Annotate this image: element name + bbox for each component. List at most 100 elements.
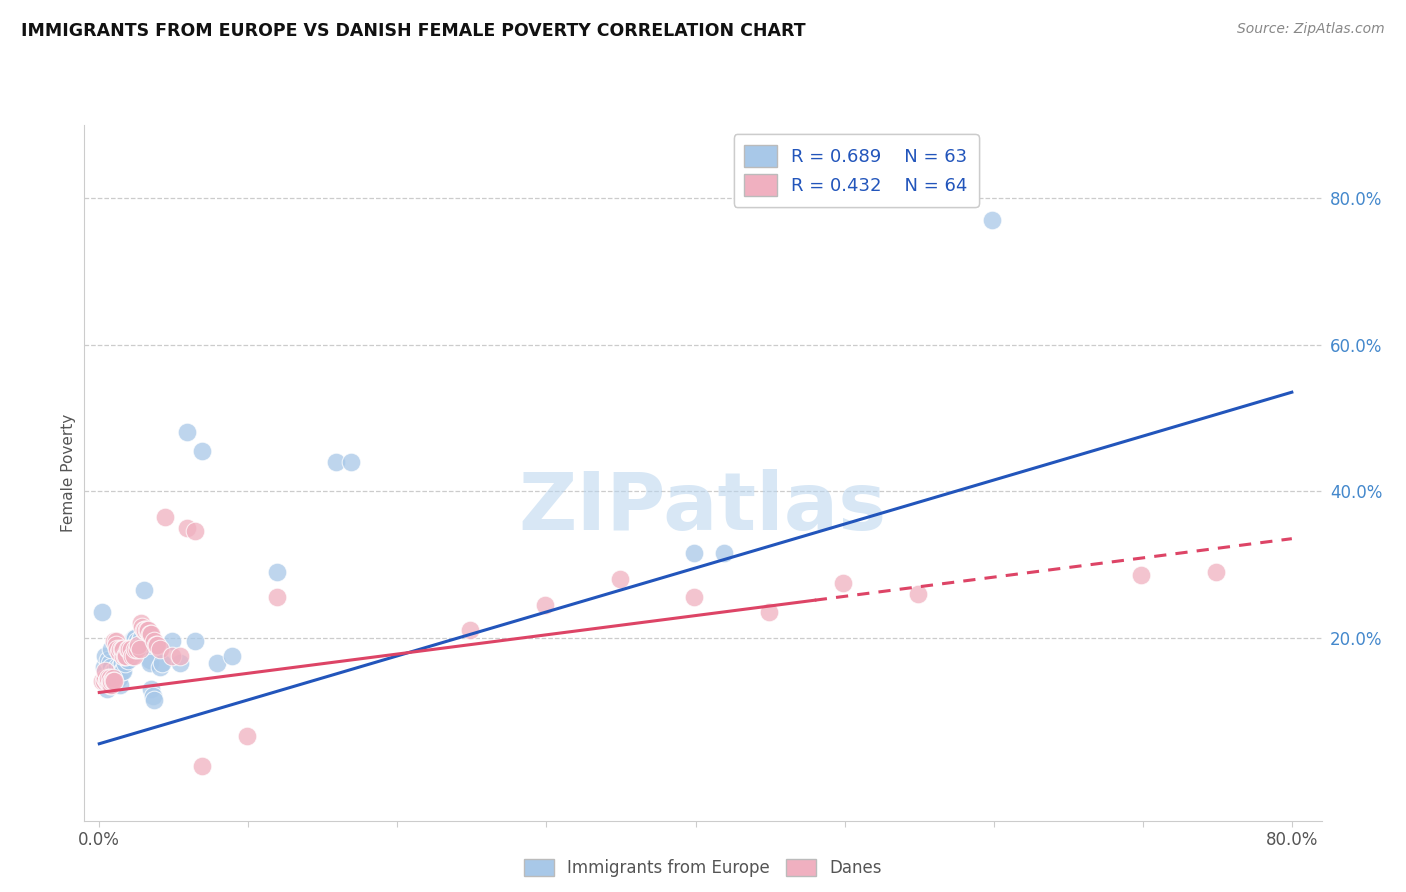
Point	[91, 674, 114, 689]
Point	[96, 674, 118, 689]
Point	[266, 591, 288, 605]
Point	[97, 671, 120, 685]
Text: IMMIGRANTS FROM EUROPE VS DANISH FEMALE POVERTY CORRELATION CHART: IMMIGRANTS FROM EUROPE VS DANISH FEMALE …	[21, 22, 806, 40]
Point	[115, 648, 138, 663]
Point	[103, 634, 125, 648]
Point	[162, 634, 184, 648]
Point	[138, 627, 160, 641]
Point	[108, 660, 131, 674]
Point	[139, 627, 162, 641]
Point	[104, 634, 127, 648]
Point	[101, 664, 124, 678]
Point	[125, 634, 148, 648]
Point	[112, 648, 135, 663]
Point	[129, 615, 152, 630]
Point	[124, 645, 146, 659]
Point	[124, 631, 146, 645]
Point	[103, 674, 125, 689]
Point	[122, 648, 145, 663]
Point	[146, 638, 169, 652]
Point	[713, 546, 735, 560]
Point	[121, 648, 143, 663]
Point	[107, 671, 129, 685]
Point	[98, 678, 121, 692]
Point	[104, 638, 127, 652]
Point	[98, 656, 121, 670]
Point	[127, 638, 149, 652]
Point	[118, 638, 141, 652]
Point	[94, 648, 117, 663]
Point	[340, 455, 363, 469]
Point	[460, 624, 482, 638]
Point	[91, 605, 114, 619]
Point	[1205, 565, 1227, 579]
Point	[136, 624, 159, 638]
Point	[97, 674, 120, 689]
Point	[120, 634, 142, 648]
Point	[104, 674, 127, 689]
Point	[105, 664, 128, 678]
Point	[143, 634, 166, 648]
Point	[101, 671, 124, 685]
Point	[93, 674, 115, 689]
Point	[93, 660, 115, 674]
Point	[94, 671, 117, 685]
Point	[97, 652, 120, 666]
Point	[100, 674, 122, 689]
Point	[1130, 568, 1153, 582]
Point	[111, 641, 134, 656]
Point	[107, 671, 129, 685]
Point	[142, 689, 165, 703]
Point	[176, 425, 198, 440]
Text: Source: ZipAtlas.com: Source: ZipAtlas.com	[1237, 22, 1385, 37]
Point	[609, 572, 631, 586]
Point	[105, 660, 128, 674]
Point	[162, 648, 184, 663]
Point	[100, 660, 122, 674]
Point	[907, 586, 929, 600]
Point	[125, 641, 148, 656]
Point	[149, 641, 172, 656]
Point	[683, 591, 706, 605]
Point	[111, 656, 134, 670]
Point	[107, 645, 129, 659]
Point	[96, 674, 118, 689]
Point	[139, 652, 162, 666]
Point	[131, 638, 153, 652]
Point	[183, 634, 205, 648]
Point	[105, 641, 128, 656]
Point	[758, 605, 780, 619]
Point	[191, 443, 214, 458]
Point	[103, 664, 125, 678]
Point	[132, 582, 155, 597]
Point	[145, 638, 167, 652]
Point	[236, 730, 259, 744]
Point	[832, 575, 855, 590]
Legend: R = 0.689    N = 63, R = 0.432    N = 64: R = 0.689 N = 63, R = 0.432 N = 64	[734, 134, 979, 207]
Point	[117, 641, 139, 656]
Point	[143, 693, 166, 707]
Point	[98, 674, 121, 689]
Point	[108, 641, 131, 656]
Point	[122, 631, 145, 645]
Point	[114, 648, 136, 663]
Point	[98, 671, 121, 685]
Point	[121, 634, 143, 648]
Point	[112, 664, 135, 678]
Point	[150, 656, 173, 670]
Point	[266, 565, 288, 579]
Legend: Immigrants from Europe, Danes: Immigrants from Europe, Danes	[517, 852, 889, 884]
Point	[104, 674, 127, 689]
Point	[205, 656, 228, 670]
Point	[114, 656, 136, 670]
Point	[131, 619, 153, 633]
Point	[325, 455, 347, 469]
Point	[118, 641, 141, 656]
Point	[134, 624, 156, 638]
Point	[128, 641, 150, 656]
Point	[139, 656, 162, 670]
Point	[94, 664, 117, 678]
Text: ZIPatlas: ZIPatlas	[519, 468, 887, 547]
Point	[136, 638, 159, 652]
Point	[120, 641, 142, 656]
